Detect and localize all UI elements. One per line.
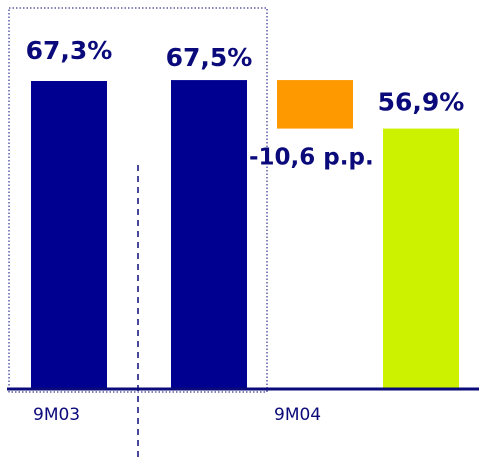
bar-label-4: 56,9% bbox=[378, 88, 465, 117]
bar-4 bbox=[383, 128, 459, 390]
bar-2 bbox=[171, 80, 247, 390]
category-label-9m03: 9M03 bbox=[33, 405, 80, 425]
bar-label-1: 67,3% bbox=[26, 36, 113, 65]
bar-label-3: -10,6 p.p. bbox=[249, 145, 374, 171]
bar-3 bbox=[277, 80, 353, 129]
group-box bbox=[8, 7, 268, 393]
bar-1 bbox=[31, 81, 107, 389]
category-label-9m04: 9M04 bbox=[274, 405, 321, 425]
bar-label-2: 67,5% bbox=[166, 43, 253, 72]
